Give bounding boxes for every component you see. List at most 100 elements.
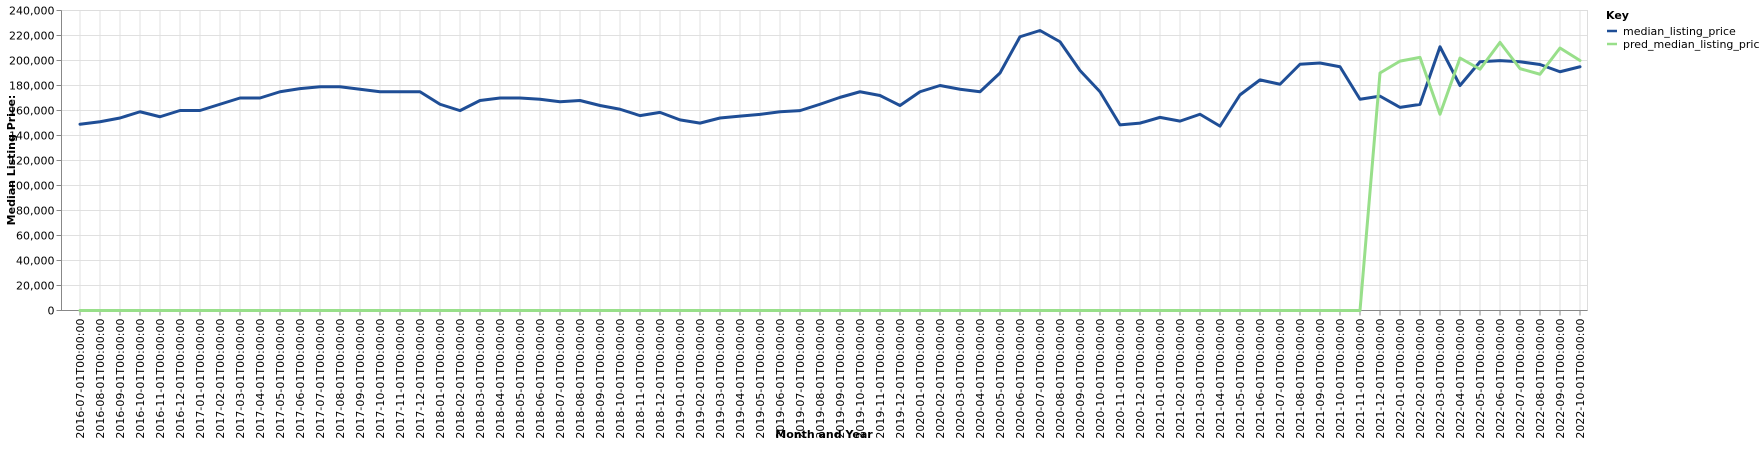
- x-tick-label: 2018-04-01T00:00:00: [494, 319, 507, 439]
- x-tick-label: 2022-05-01T00:00:00: [1474, 319, 1487, 439]
- x-tick-label: 2022-02-01T00:00:00: [1414, 319, 1427, 439]
- series-line-median_listing_price: [78, 29, 1582, 128]
- x-tick-label: 2018-05-01T00:00:00: [514, 319, 527, 439]
- x-tick-label: 2022-01-01T00:00:00: [1394, 319, 1407, 439]
- x-tick-label: 2016-10-01T00:00:00: [134, 319, 147, 439]
- x-tick-label: 2019-02-01T00:00:00: [694, 319, 707, 439]
- x-tick-label: 2018-03-01T00:00:00: [474, 319, 487, 439]
- y-tick-label: 140,000: [9, 130, 55, 143]
- x-tick-label: 2021-02-01T00:00:00: [1174, 319, 1187, 439]
- x-tick-label: 2018-02-01T00:00:00: [454, 319, 467, 439]
- y-tick-label: 240,000: [9, 5, 55, 18]
- y-tick-label: 100,000: [9, 180, 55, 193]
- y-tick-label: 120,000: [9, 155, 55, 168]
- x-tick-label: 2019-12-01T00:00:00: [894, 319, 907, 439]
- x-tick-label: 2016-07-01T00:00:00: [74, 319, 87, 439]
- x-tick-label: 2022-10-01T00:00:00: [1574, 319, 1587, 439]
- grid-lines: [61, 10, 1588, 311]
- y-tick-label: 40,000: [16, 255, 55, 268]
- x-tick-label: 2020-02-01T00:00:00: [934, 319, 947, 439]
- legend: Key median_listing_pricepred_median_list…: [1606, 9, 1759, 51]
- x-tick-label: 2017-10-01T00:00:00: [374, 319, 387, 439]
- x-tick-label: 2021-09-01T00:00:00: [1314, 319, 1327, 439]
- x-tick-label: 2021-01-01T00:00:00: [1154, 319, 1167, 439]
- x-tick-label: 2022-04-01T00:00:00: [1454, 319, 1467, 439]
- x-tick-label: 2020-09-01T00:00:00: [1074, 319, 1087, 439]
- x-axis-title: Month and Year: [775, 428, 873, 441]
- y-tick-label: 160,000: [9, 105, 55, 118]
- x-tick-label: 2018-01-01T00:00:00: [434, 319, 447, 439]
- x-tick-label: 2022-07-01T00:00:00: [1514, 319, 1527, 439]
- x-tick-label: 2021-04-01T00:00:00: [1214, 319, 1227, 439]
- x-tick-label: 2019-10-01T00:00:00: [854, 319, 867, 439]
- x-tick-label: 2017-08-01T00:00:00: [334, 319, 347, 439]
- x-tick-label: 2019-08-01T00:00:00: [814, 319, 827, 439]
- y-tick-label: 200,000: [9, 55, 55, 68]
- x-tick-label: 2018-06-01T00:00:00: [534, 319, 547, 439]
- x-tick-label: 2018-11-01T00:00:00: [634, 319, 647, 439]
- x-tick-label: 2022-03-01T00:00:00: [1434, 319, 1447, 439]
- x-tick-label: 2018-07-01T00:00:00: [554, 319, 567, 439]
- legend-label-pred_median_listing_price: pred_median_listing_price: [1623, 38, 1759, 51]
- series-lines: [78, 29, 1582, 312]
- x-tick-label: 2017-06-01T00:00:00: [294, 319, 307, 439]
- x-tick-label: 2020-11-01T00:00:00: [1114, 319, 1127, 439]
- x-axis-ticks: 2016-07-01T00:00:00 2016-08-01T00:00:00 20…: [74, 310, 1587, 439]
- x-tick-label: 2019-07-01T00:00:00: [794, 319, 807, 439]
- legend-title: Key: [1606, 9, 1629, 22]
- x-tick-label: 2017-01-01T00:00:00: [194, 319, 207, 439]
- y-tick-label: 80,000: [16, 205, 55, 218]
- x-tick-label: 2019-11-01T00:00:00: [874, 319, 887, 439]
- x-tick-label: 2017-03-01T00:00:00: [234, 319, 247, 439]
- x-tick-label: 2017-07-01T00:00:00: [314, 319, 327, 439]
- x-tick-label: 2017-05-01T00:00:00: [274, 319, 287, 439]
- x-tick-label: 2017-04-01T00:00:00: [254, 319, 267, 439]
- legend-items: median_listing_pricepred_median_listing_…: [1607, 25, 1759, 51]
- y-tick-label: 180,000: [9, 80, 55, 93]
- x-tick-label: 2021-07-01T00:00:00: [1274, 319, 1287, 439]
- x-tick-label: 2021-10-01T00:00:00: [1334, 319, 1347, 439]
- x-tick-label: 2016-09-01T00:00:00: [114, 319, 127, 439]
- x-tick-label: 2020-04-01T00:00:00: [974, 319, 987, 439]
- x-tick-label: 2017-11-01T00:00:00: [394, 319, 407, 439]
- x-tick-label: 2019-06-01T00:00:00: [774, 319, 787, 439]
- x-tick-label: 2020-12-01T00:00:00: [1134, 319, 1147, 439]
- y-axis-ticks: 0 20,000 40,000 60,000 80,000 100,000 120,000 1…: [9, 5, 62, 318]
- x-tick-label: 2018-12-01T00:00:00: [654, 319, 667, 439]
- x-tick-label: 2018-08-01T00:00:00: [574, 319, 587, 439]
- x-tick-label: 2019-03-01T00:00:00: [714, 319, 727, 439]
- y-tick-label: 220,000: [9, 30, 55, 43]
- y-tick-label: 0: [48, 305, 55, 318]
- x-tick-label: 2019-04-01T00:00:00: [734, 319, 747, 439]
- x-tick-label: 2017-09-01T00:00:00: [354, 319, 367, 439]
- x-tick-label: 2021-03-01T00:00:00: [1194, 319, 1207, 439]
- x-tick-label: 2020-08-01T00:00:00: [1054, 319, 1067, 439]
- x-tick-label: 2019-09-01T00:00:00: [834, 319, 847, 439]
- x-tick-label: 2021-08-01T00:00:00: [1294, 319, 1307, 439]
- x-tick-label: 2016-12-01T00:00:00: [174, 319, 187, 439]
- x-tick-label: 2022-09-01T00:00:00: [1554, 319, 1567, 439]
- x-tick-label: 2020-06-01T00:00:00: [1014, 319, 1027, 439]
- x-tick-label: 2016-08-01T00:00:00: [94, 319, 107, 439]
- x-tick-label: 2020-07-01T00:00:00: [1034, 319, 1047, 439]
- x-tick-label: 2018-10-01T00:00:00: [614, 319, 627, 439]
- x-tick-label: 2020-10-01T00:00:00: [1094, 319, 1107, 439]
- y-axis-title: Median Listing Price:: [5, 95, 18, 226]
- x-tick-label: 2016-11-01T00:00:00: [154, 319, 167, 439]
- x-tick-label: 2020-05-01T00:00:00: [994, 319, 1007, 439]
- x-tick-label: 2022-06-01T00:00:00: [1494, 319, 1507, 439]
- x-tick-label: 2020-03-01T00:00:00: [954, 319, 967, 439]
- x-tick-label: 2017-02-01T00:00:00: [214, 319, 227, 439]
- x-tick-label: 2018-09-01T00:00:00: [594, 319, 607, 439]
- y-tick-label: 60,000: [16, 230, 55, 243]
- x-tick-label: 2021-11-01T00:00:00: [1354, 319, 1367, 439]
- x-tick-label: 2017-12-01T00:00:00: [414, 319, 427, 439]
- x-tick-label: 2022-08-01T00:00:00: [1534, 319, 1547, 439]
- x-tick-label: 2019-05-01T00:00:00: [754, 319, 767, 439]
- x-tick-label: 2020-01-01T00:00:00: [914, 319, 927, 439]
- x-tick-label: 2021-06-01T00:00:00: [1254, 319, 1267, 439]
- x-tick-label: 2021-12-01T00:00:00: [1374, 319, 1387, 439]
- legend-label-median_listing_price: median_listing_price: [1623, 25, 1736, 38]
